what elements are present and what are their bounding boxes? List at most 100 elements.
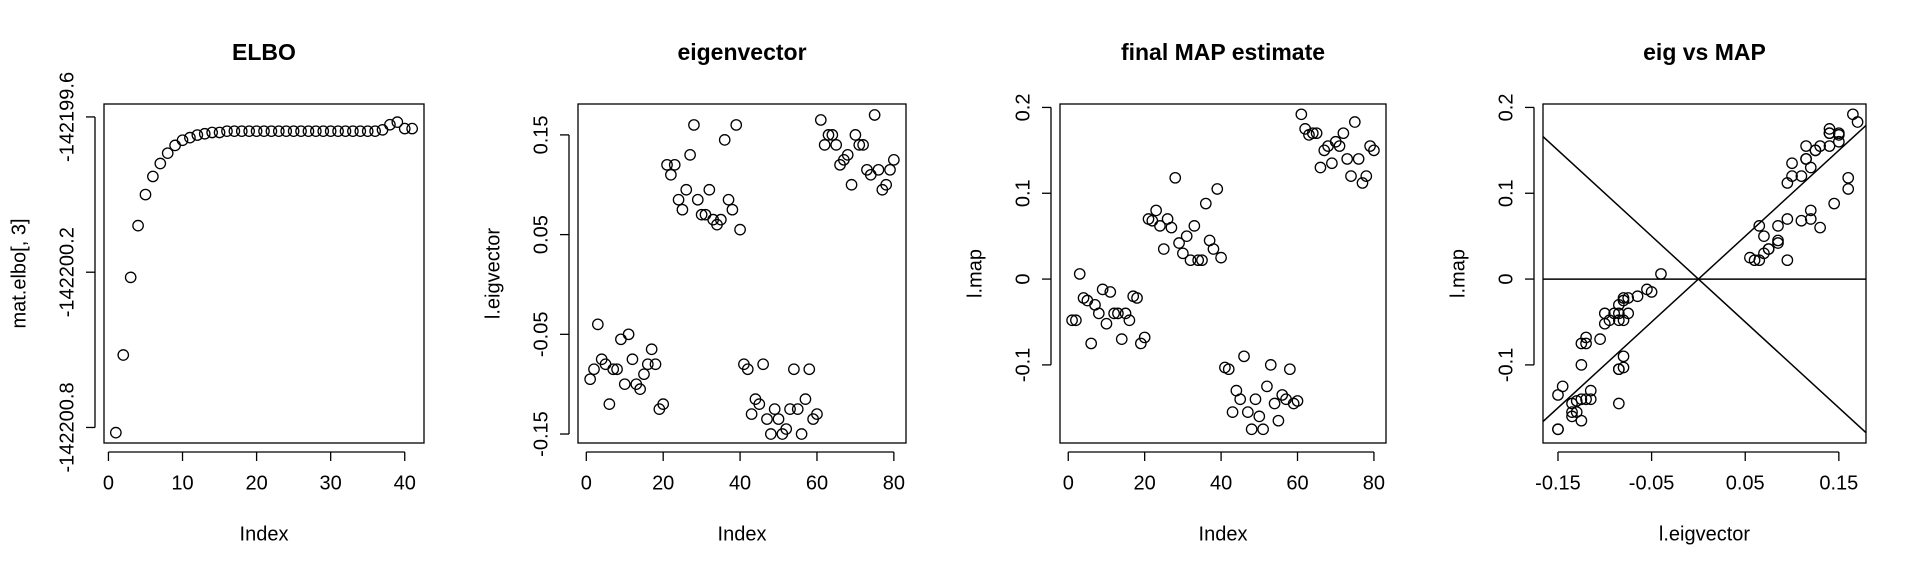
- point: [1598, 307, 1611, 320]
- point: [811, 408, 823, 420]
- point: [1261, 380, 1273, 393]
- point: [1238, 350, 1250, 363]
- point: [228, 125, 241, 138]
- x-tick-label: 20: [1134, 472, 1156, 494]
- point: [361, 125, 374, 138]
- point: [1345, 170, 1357, 182]
- y-tick-label: 0.1: [1012, 179, 1034, 207]
- point: [611, 363, 623, 376]
- x-tick-label: 40: [394, 472, 416, 494]
- point: [1781, 254, 1794, 267]
- point: [814, 114, 827, 126]
- point: [1580, 393, 1592, 406]
- x-axis-title: Index: [718, 523, 767, 545]
- y-tick-label: 0.15: [530, 115, 552, 154]
- point: [1169, 171, 1182, 184]
- point: [1295, 108, 1308, 121]
- point: [1608, 307, 1621, 320]
- point: [684, 149, 696, 161]
- point: [768, 403, 781, 415]
- y-tick-label: -0.15: [530, 411, 552, 457]
- point: [243, 125, 256, 138]
- chart-title: eig vs MAP: [1643, 39, 1766, 65]
- x-axis-title: Index: [240, 523, 289, 545]
- point: [1356, 177, 1369, 189]
- point: [1180, 230, 1193, 243]
- point: [1847, 108, 1859, 121]
- chart-title: eigenvector: [677, 39, 806, 65]
- x-tick-label: 60: [1286, 472, 1308, 494]
- point: [280, 125, 293, 138]
- point: [1138, 331, 1151, 344]
- point: [406, 122, 418, 135]
- point: [676, 203, 689, 216]
- point: [347, 125, 359, 138]
- point: [757, 358, 769, 371]
- point: [1655, 268, 1667, 280]
- point: [1272, 414, 1285, 427]
- point: [1318, 144, 1331, 157]
- point: [1234, 393, 1247, 406]
- point: [250, 125, 263, 138]
- plot-box: [1059, 103, 1387, 444]
- point: [1612, 397, 1625, 410]
- x-tick-label: 10: [171, 472, 193, 494]
- point: [1329, 135, 1342, 148]
- point: [191, 129, 204, 141]
- x-tick-label: -0.05: [1629, 472, 1675, 494]
- point: [1809, 144, 1822, 157]
- point: [615, 333, 627, 346]
- point: [376, 124, 389, 136]
- point: [1264, 359, 1277, 371]
- point: [295, 125, 307, 138]
- point: [354, 125, 367, 138]
- point: [1192, 254, 1205, 267]
- point: [607, 363, 620, 376]
- point: [1100, 317, 1113, 330]
- point: [1119, 307, 1132, 320]
- point: [1360, 170, 1373, 182]
- point: [668, 158, 681, 171]
- point: [1268, 397, 1281, 410]
- point: [1276, 389, 1289, 401]
- point: [1645, 286, 1658, 298]
- point: [868, 109, 881, 121]
- point: [1085, 337, 1098, 350]
- point: [1744, 251, 1756, 264]
- point: [317, 125, 330, 138]
- point: [641, 358, 654, 371]
- point: [634, 383, 646, 396]
- point: [1795, 214, 1808, 227]
- point: [213, 126, 226, 139]
- point: [302, 125, 315, 138]
- point: [184, 131, 196, 144]
- y-tick-label: 0.2: [1012, 94, 1034, 122]
- point: [1310, 127, 1323, 140]
- y-axis-title: l.eigvector: [482, 228, 504, 319]
- point: [1823, 123, 1836, 135]
- point: [221, 125, 233, 138]
- x-tick-label: 60: [806, 472, 828, 494]
- point: [772, 413, 785, 425]
- point: [1135, 337, 1147, 350]
- point: [626, 353, 639, 366]
- point: [1584, 393, 1597, 406]
- point: [265, 125, 278, 138]
- y-axis-title: l.map: [964, 249, 986, 298]
- point: [1786, 157, 1798, 170]
- point: [1566, 406, 1578, 418]
- point: [1795, 170, 1808, 182]
- point: [691, 193, 704, 206]
- point: [1617, 292, 1630, 304]
- point: [795, 428, 808, 440]
- x-tick-label: 80: [883, 472, 905, 494]
- x-tick-label: 80: [1363, 472, 1385, 494]
- point: [695, 208, 708, 221]
- point: [1337, 127, 1350, 140]
- point: [1073, 268, 1086, 280]
- point: [310, 125, 322, 138]
- point: [1092, 307, 1105, 320]
- point: [1832, 135, 1845, 148]
- point: [1333, 140, 1346, 152]
- point: [1326, 157, 1338, 170]
